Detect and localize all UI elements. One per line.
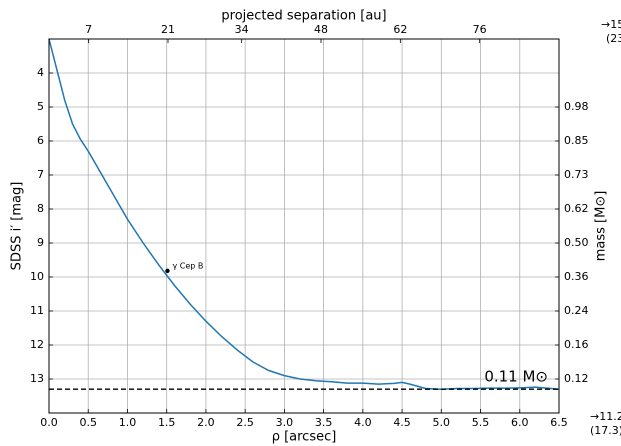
x-tick-label: 2.0 bbox=[197, 416, 215, 429]
x2-tick-label: 21 bbox=[161, 23, 175, 36]
x-axis-title: ρ [arcsec] bbox=[272, 430, 337, 445]
annotation: →155 bbox=[601, 18, 621, 31]
x-tick-label: 0.5 bbox=[79, 416, 97, 429]
data-point bbox=[165, 268, 170, 274]
x2-axis-title: projected separation [au] bbox=[221, 9, 386, 24]
y-tick-label: 11 bbox=[30, 304, 44, 317]
x-tick-label: 6.0 bbox=[511, 416, 529, 429]
data-line bbox=[48, 38, 560, 390]
y-tick-label: 13 bbox=[30, 372, 44, 385]
x2-tick-label: 7 bbox=[85, 23, 92, 36]
y2-tick-label: 0.98 bbox=[564, 100, 589, 113]
x-tick-label: 5.5 bbox=[472, 416, 490, 429]
x-tick-label: 1.5 bbox=[158, 416, 176, 429]
y-tick-label: 5 bbox=[37, 100, 44, 113]
y2-axis-title: mass [M⊙] bbox=[594, 191, 609, 262]
x2-tick-label: 34 bbox=[235, 23, 249, 36]
x-tick-label: 3.0 bbox=[276, 416, 294, 429]
y-tick-label: 7 bbox=[37, 168, 44, 181]
x-tick-label: 2.5 bbox=[236, 416, 254, 429]
x-tick-label: 4.0 bbox=[354, 416, 372, 429]
y2-tick-label: 0.24 bbox=[564, 304, 589, 317]
y2-tick-label: 0.85 bbox=[564, 134, 589, 147]
x2-tick-label: 76 bbox=[473, 23, 487, 36]
x2-tick-label: 62 bbox=[393, 23, 407, 36]
x-tick-label: 1.0 bbox=[119, 416, 137, 429]
y-tick-label: 9 bbox=[37, 236, 44, 249]
y2-tick-label: 0.62 bbox=[564, 202, 589, 215]
limit-label: 0.11 M⊙ bbox=[484, 368, 548, 386]
y2-tick-label: 0.12 bbox=[564, 372, 589, 385]
y2-tick-label: 0.36 bbox=[564, 270, 589, 283]
x-tick-label: 3.5 bbox=[315, 416, 333, 429]
x2-tick-label: 48 bbox=[314, 23, 328, 36]
annotation: (17.3) bbox=[590, 424, 621, 437]
annotation: (238) bbox=[606, 32, 621, 45]
y-axis-title: SDSS i′ [mag] bbox=[10, 182, 25, 271]
y2-tick-label: 0.73 bbox=[564, 168, 589, 181]
y2-tick-label: 0.16 bbox=[564, 338, 589, 351]
plot-frame bbox=[48, 38, 560, 414]
y-tick-label: 12 bbox=[30, 338, 44, 351]
y-tick-label: 6 bbox=[37, 134, 44, 147]
y2-tick-label: 0.50 bbox=[564, 236, 589, 249]
x-tick-label: 0.0 bbox=[40, 416, 58, 429]
y-tick-label: 4 bbox=[37, 66, 44, 79]
x-tick-label: 6.5 bbox=[550, 416, 568, 429]
point-label: γ Cep B bbox=[172, 261, 203, 270]
x-tick-label: 5.0 bbox=[433, 416, 451, 429]
y-tick-label: 10 bbox=[30, 270, 44, 283]
y-tick-label: 8 bbox=[37, 202, 44, 215]
x-tick-label: 4.5 bbox=[393, 416, 411, 429]
annotation: →11.2 bbox=[590, 410, 621, 423]
